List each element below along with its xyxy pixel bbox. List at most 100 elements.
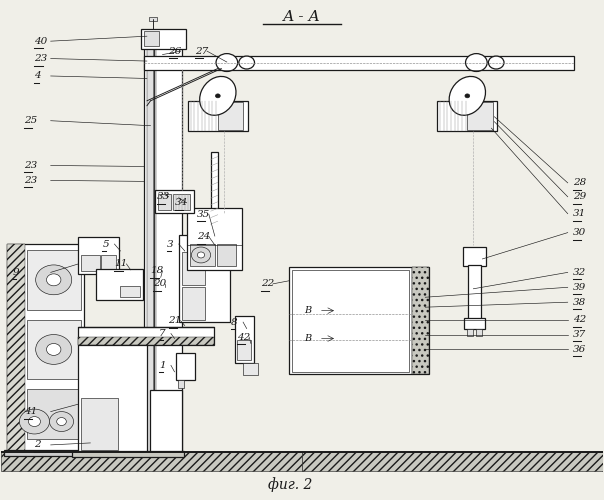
Bar [81,256,100,272]
Text: 18: 18 [150,266,164,276]
Bar [188,101,248,130]
Bar [302,452,603,471]
Bar [218,102,243,130]
Bar [101,256,116,272]
Bar [464,318,485,328]
Text: 24: 24 [197,232,210,241]
Bar [211,152,218,226]
Circle shape [198,252,205,258]
Text: В: В [304,334,312,343]
Circle shape [57,418,66,426]
Bar [178,380,184,388]
Bar [4,450,89,456]
Text: 30: 30 [573,228,586,237]
Text: 39: 39 [573,283,586,292]
Text: 3: 3 [167,240,173,248]
Bar [120,286,140,297]
Bar [79,346,147,453]
Circle shape [466,54,487,72]
Bar [144,31,159,46]
Bar [243,363,258,376]
Bar [182,288,205,320]
Bar [215,232,220,241]
Text: 11: 11 [114,260,127,268]
Bar [292,270,409,372]
Circle shape [220,241,228,247]
Bar [79,326,214,345]
Bar [467,102,493,130]
Text: 28: 28 [573,178,586,188]
Circle shape [19,409,50,434]
Bar [79,236,119,274]
Circle shape [470,266,477,272]
Text: 26: 26 [169,46,182,56]
Bar [72,452,184,458]
Text: 38: 38 [573,298,586,306]
Bar [27,389,81,439]
Bar [155,190,194,212]
Text: В: В [304,306,312,315]
Bar [224,232,229,241]
Bar [213,214,236,233]
Bar [147,34,156,453]
Circle shape [47,274,61,286]
Text: 4: 4 [34,72,41,80]
Ellipse shape [200,76,236,116]
Text: 5: 5 [103,240,109,248]
Bar [235,316,254,364]
Bar [412,268,429,374]
Text: 9: 9 [12,268,19,277]
Text: фиг. 2: фиг. 2 [268,478,312,492]
Bar [141,28,186,48]
Bar [1,452,302,471]
Text: 22: 22 [261,280,274,288]
Circle shape [47,344,61,355]
Bar [27,250,81,310]
Text: 34: 34 [175,198,188,207]
Text: 2: 2 [34,440,41,450]
Circle shape [216,54,237,72]
Bar [182,252,205,285]
Bar [217,244,236,266]
Text: 23: 23 [24,176,37,185]
Bar [27,320,81,380]
Text: 41: 41 [24,407,37,416]
Bar [477,328,483,336]
Bar [144,34,182,453]
Text: 27: 27 [195,46,208,56]
Text: 40: 40 [34,36,48,46]
Bar [463,247,486,266]
Bar [187,208,242,270]
Bar [467,328,473,336]
Text: 42: 42 [573,315,586,324]
Bar [81,398,118,450]
Circle shape [36,265,72,294]
Circle shape [50,412,74,432]
Bar [468,265,481,318]
Bar [190,244,215,266]
Bar [173,194,190,210]
Text: А - А: А - А [283,10,321,24]
Text: 35: 35 [197,210,210,218]
Circle shape [36,334,72,364]
Bar [144,56,574,70]
Text: 25: 25 [24,116,37,125]
Text: 23: 23 [24,161,37,170]
Circle shape [489,56,504,69]
Circle shape [28,416,40,426]
Bar [150,390,182,452]
Text: 33: 33 [156,192,170,202]
Bar [412,268,429,374]
Circle shape [191,247,211,263]
Bar [7,244,85,452]
Text: 29: 29 [573,192,586,202]
Text: 23: 23 [34,54,48,63]
Text: 1: 1 [159,361,165,370]
Text: 21: 21 [169,316,182,325]
Bar [289,268,412,374]
Bar [437,101,498,130]
Bar [158,194,171,210]
Text: 36: 36 [573,345,586,354]
Bar [149,18,156,21]
Bar [97,269,143,300]
